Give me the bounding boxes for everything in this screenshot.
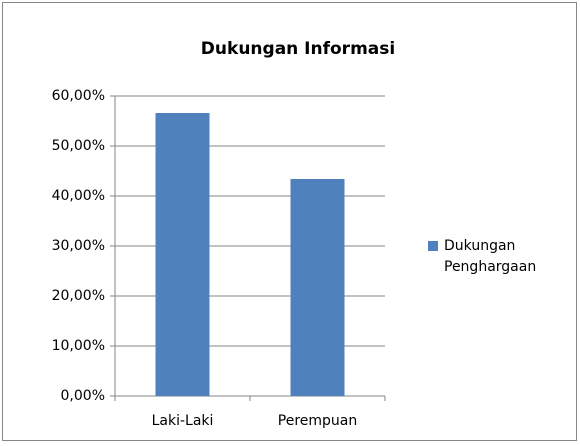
chart-title: Dukungan Informasi bbox=[201, 39, 395, 59]
bar bbox=[290, 179, 345, 396]
legend: Dukungan Penghargaan bbox=[428, 236, 563, 278]
y-tick-label: 30,00% bbox=[52, 238, 105, 254]
y-tick-label: 50,00% bbox=[52, 138, 105, 154]
y-tick-label: 20,00% bbox=[52, 288, 105, 304]
chart-border bbox=[2, 2, 577, 441]
y-tick-label: 60,00% bbox=[52, 88, 105, 104]
legend-swatch bbox=[428, 241, 438, 251]
y-tick-label: 40,00% bbox=[52, 188, 105, 204]
x-tick-label: Laki-Laki bbox=[152, 413, 214, 429]
x-tick-label: Perempuan bbox=[278, 413, 357, 429]
y-tick-label: 0,00% bbox=[61, 388, 105, 404]
y-tick-label: 10,00% bbox=[52, 338, 105, 354]
bar bbox=[155, 113, 210, 396]
legend-label: Dukungan Penghargaan bbox=[444, 238, 537, 275]
